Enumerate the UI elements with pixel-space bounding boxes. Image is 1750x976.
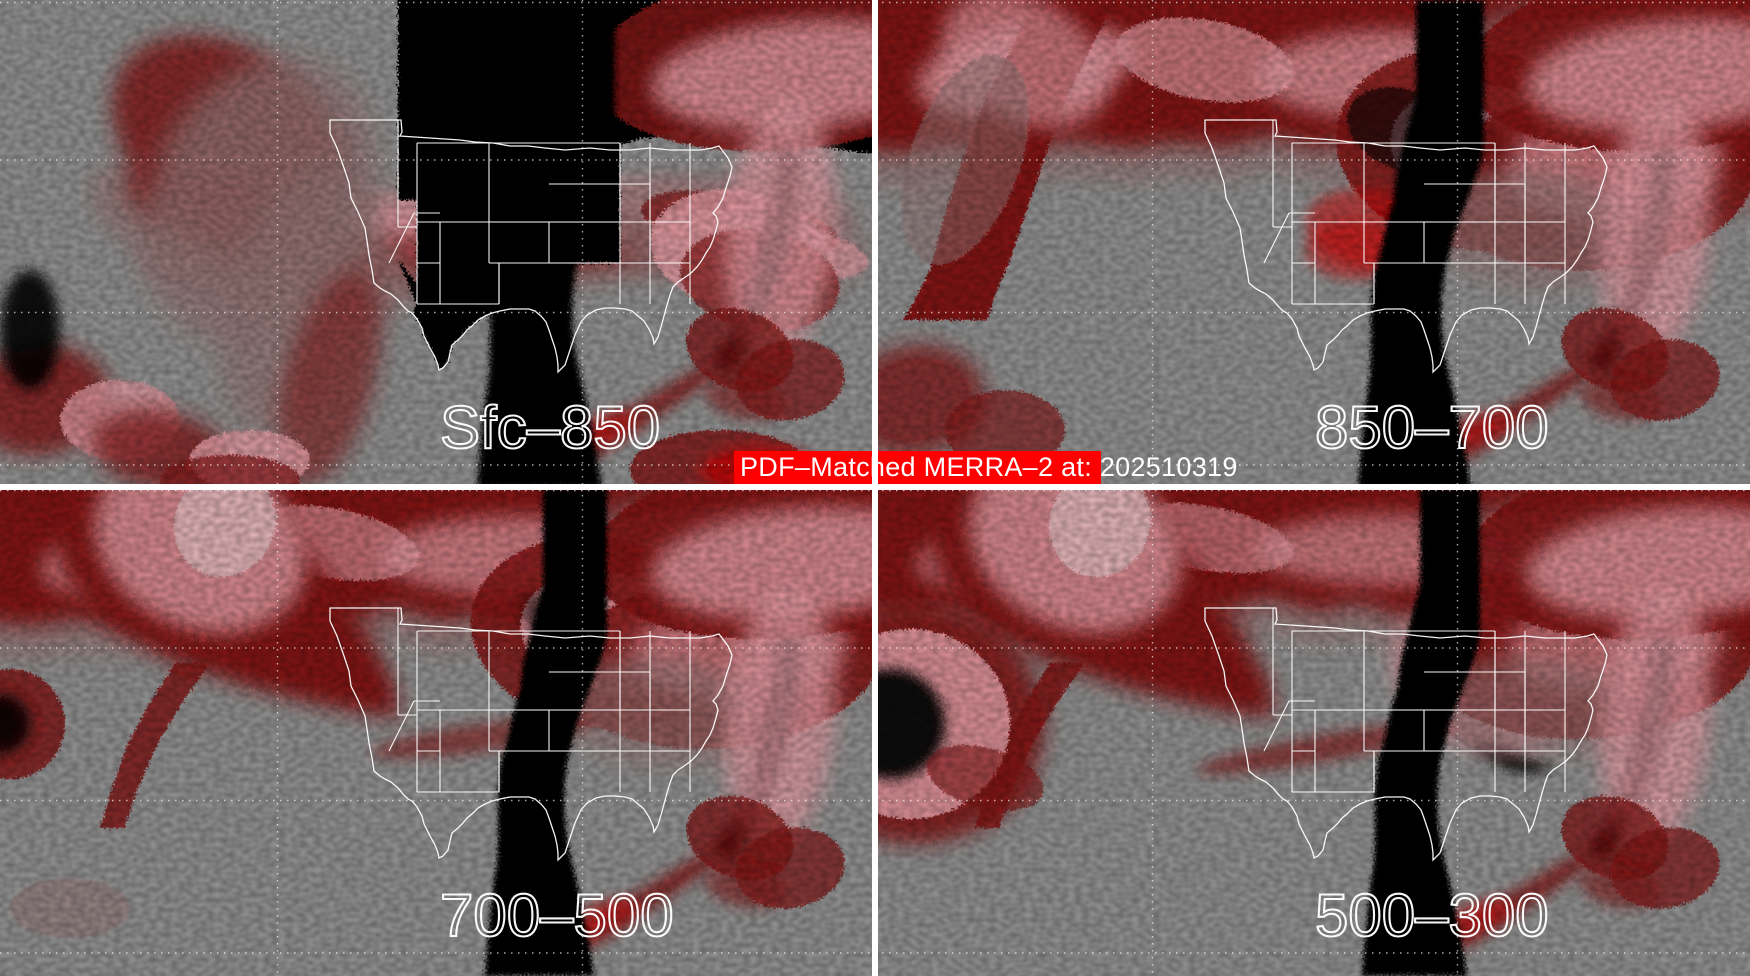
svg-text:850–700: 850–700 [1315,394,1549,461]
svg-text:700–500: 700–500 [440,882,674,949]
svg-text:500–300: 500–300 [1315,882,1549,949]
svg-text:Sfc–850: Sfc–850 [440,394,660,461]
